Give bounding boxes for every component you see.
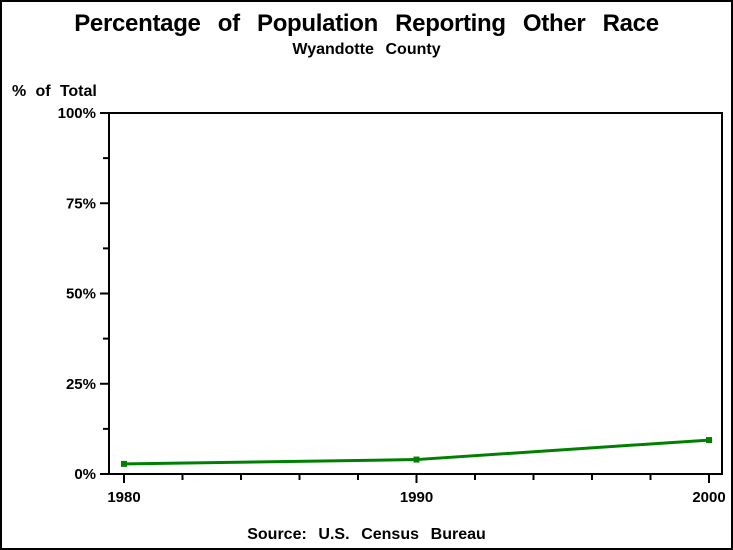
y-axis-title: % of Total — [12, 83, 97, 100]
x-tick-label: 2000 — [692, 489, 725, 506]
x-tick-label: 1990 — [400, 489, 433, 506]
chart-title: Percentage of Population Reporting Other… — [74, 10, 659, 37]
source-note: Source: U.S. Census Bureau — [247, 526, 486, 543]
plot-frame — [108, 112, 723, 475]
y-tick-label: 75% — [66, 195, 96, 212]
y-tick-label: 50% — [66, 286, 96, 303]
data-point-marker — [121, 460, 127, 467]
chart-subtitle: Wyandotte County — [292, 41, 441, 58]
data-point-marker — [706, 437, 712, 444]
y-tick-label: 0% — [74, 466, 96, 483]
data-point-marker — [413, 456, 420, 463]
y-tick-label: 100% — [58, 105, 96, 122]
y-tick-label: 25% — [66, 376, 96, 393]
x-tick-label: 1980 — [107, 489, 140, 506]
